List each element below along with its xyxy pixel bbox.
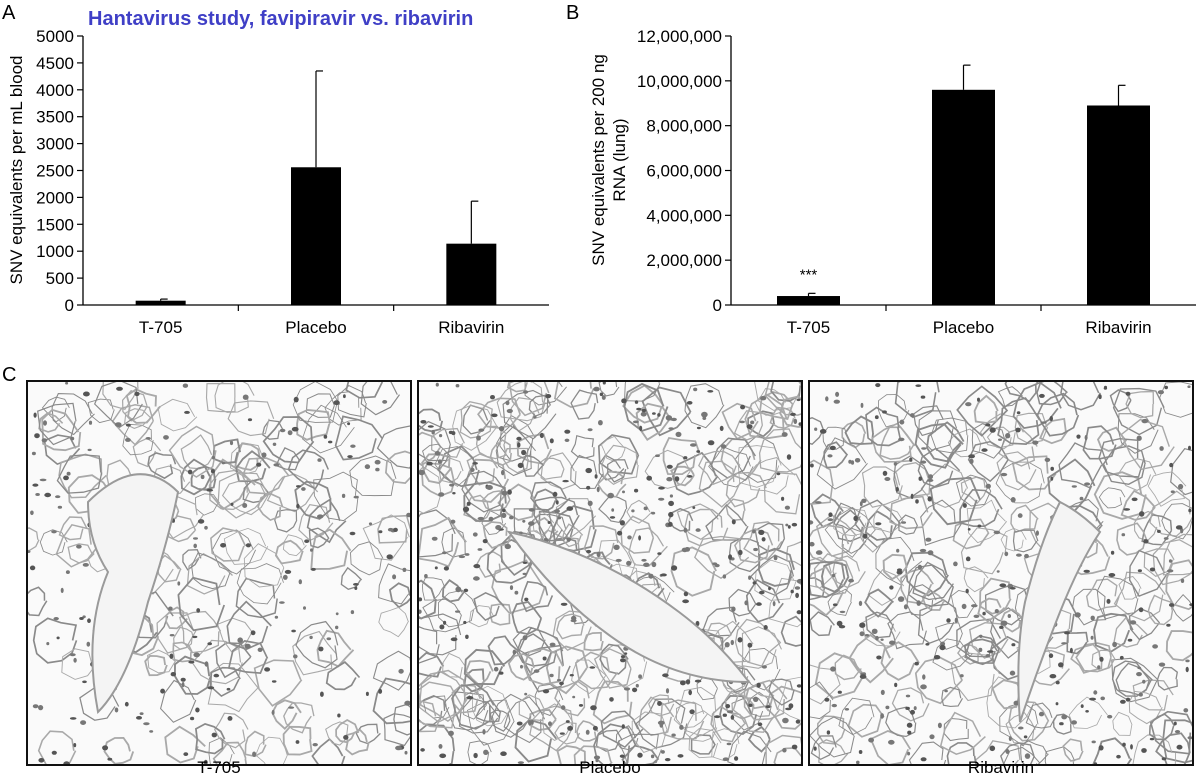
y-axis-label: SNV equivalents per 200 ng (589, 54, 608, 266)
micrograph-t705 (26, 380, 412, 766)
x-tick-label: Ribavirin (438, 318, 504, 337)
cell-nuclei (419, 382, 801, 764)
micrograph-ribavirin (808, 380, 1194, 766)
y-tick-label: 6,000,000 (646, 162, 722, 181)
x-tick-label: Ribavirin (1085, 318, 1151, 337)
y-tick-label: 10,000,000 (637, 72, 722, 91)
alveolar-walls (28, 382, 410, 764)
chart-a: 0 500 1000 1500 2000 2500 3000 3500 4000 4500 5000… (7, 27, 549, 337)
micrograph-label-ribavirin: Ribavirin (967, 758, 1035, 777)
micrograph-label-placebo: Placebo (579, 758, 641, 777)
micrograph-label-t705: T-705 (197, 758, 241, 777)
bar (1087, 105, 1150, 305)
bar (291, 167, 341, 305)
significance-label: *** (800, 266, 818, 283)
x-tick-label: T-705 (787, 318, 830, 337)
y-tick-label: 4,000,000 (646, 206, 722, 225)
y-tick-label: 3000 (36, 135, 74, 154)
cell-nuclei (810, 383, 1192, 764)
chart-title: Hantavirus study, favipiravir vs. ribavi… (88, 8, 474, 30)
y-tick-label: 0 (713, 296, 722, 315)
y-tick-label: 5000 (36, 27, 74, 46)
cell-nuclei (28, 382, 410, 764)
y-tick-label: 12,000,000 (637, 27, 722, 46)
bar (446, 243, 497, 305)
micrograph-placebo (417, 380, 803, 766)
blood-vessel (1017, 500, 1102, 723)
y-tick-label: 500 (46, 269, 74, 288)
y-tick-label: 0 (65, 296, 74, 315)
micrograph-t705-image (28, 382, 410, 764)
chart-b: 0 2,000,000 4,000,000 6,000,000 8,000,000 10,… (589, 27, 1196, 337)
y-tick-label: 3500 (36, 108, 74, 127)
blood-vessel (86, 473, 180, 715)
bar (932, 89, 995, 305)
x-tick-label: Placebo (933, 318, 994, 337)
y-tick-label: 4500 (36, 54, 74, 73)
y-tick-label: 2500 (36, 162, 74, 181)
panel-letter-b: B (566, 2, 580, 24)
blood-vessel (506, 530, 752, 684)
bar (777, 296, 840, 305)
x-tick-label: Placebo (285, 318, 346, 337)
panel-letter-c: C (2, 364, 17, 386)
y-axis-label: SNV equivalents per mL blood (7, 55, 26, 284)
y-axis-label: RNA (lung) (610, 118, 629, 201)
x-tick-label: T-705 (139, 318, 182, 337)
panel-letter-a: A (2, 2, 16, 24)
y-tick-label: 8,000,000 (646, 117, 722, 136)
micrograph-placebo-image (419, 382, 801, 764)
y-tick-label: 1000 (36, 242, 74, 261)
y-tick-label: 2,000,000 (646, 251, 722, 270)
y-tick-label: 1500 (36, 215, 74, 234)
y-tick-label: 2000 (36, 188, 74, 207)
bar (135, 300, 186, 305)
y-tick-label: 4000 (36, 81, 74, 100)
micrograph-ribavirin-image (810, 382, 1192, 764)
